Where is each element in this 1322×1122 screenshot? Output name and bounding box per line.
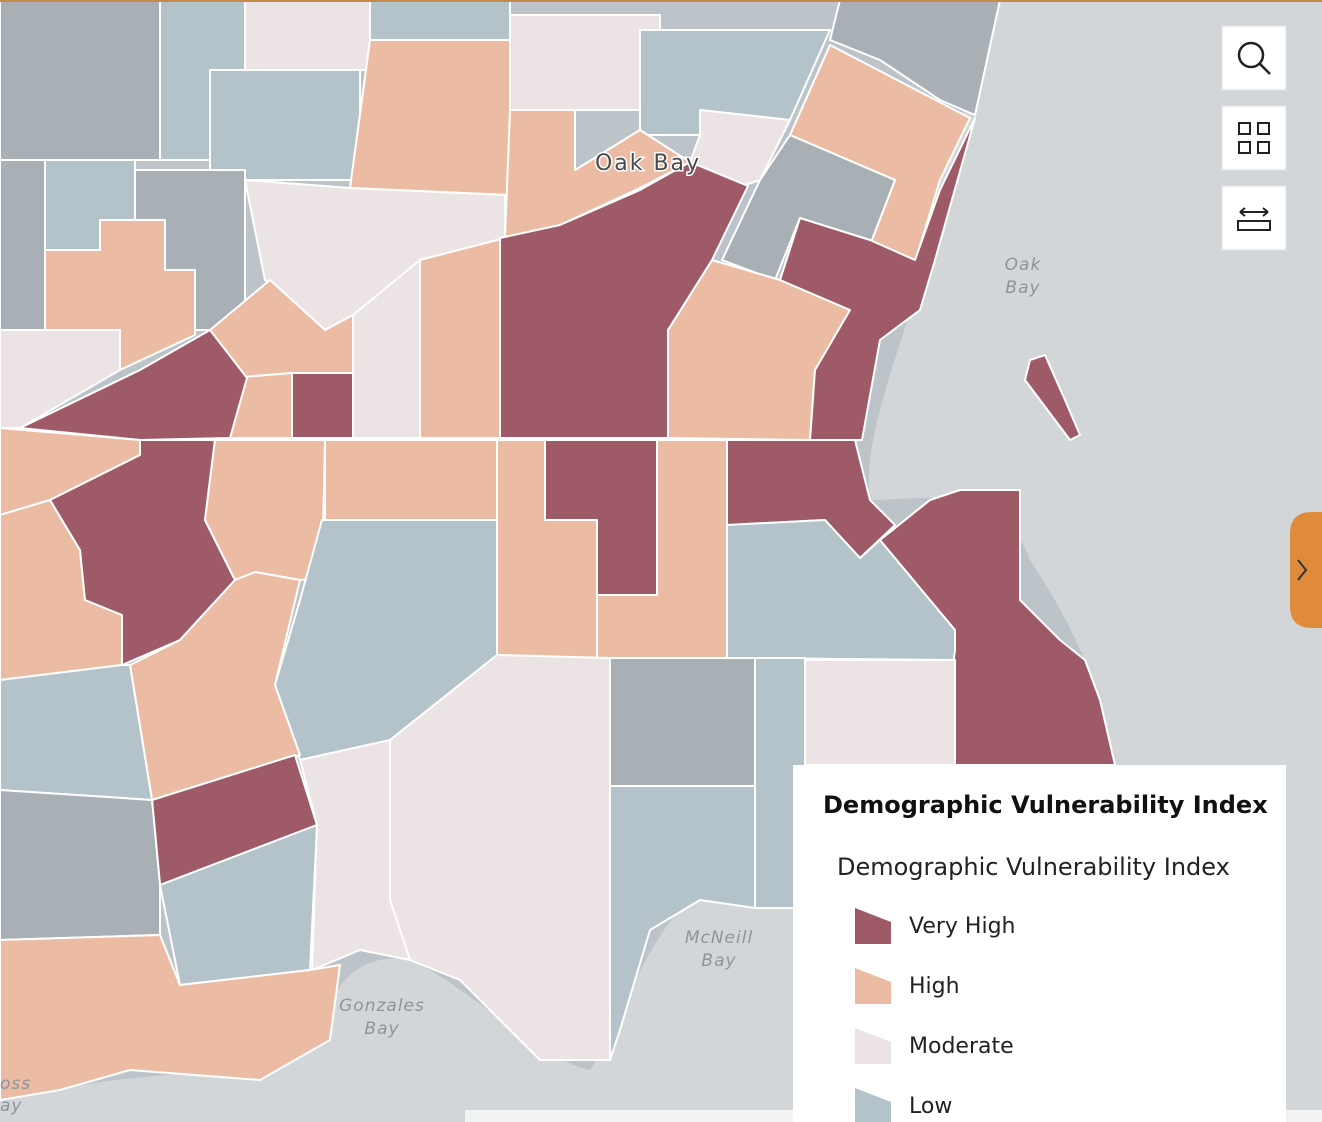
legend: Demographic Vulnerability Index Demograp…: [793, 765, 1286, 1122]
region: [209, 69, 361, 181]
region: [299, 739, 411, 971]
icon: [1259, 63, 1271, 75]
region: [509, 14, 661, 111]
icon: [1237, 41, 1265, 69]
region: [829, 0, 1001, 116]
water-label: oss: [0, 1074, 31, 1094]
water-label: Oak: [1005, 255, 1042, 275]
region: [0, 159, 46, 331]
legend-label: Moderate: [909, 1034, 1014, 1059]
region: [879, 489, 1116, 766]
search-button[interactable]: [1221, 25, 1287, 91]
icon: [1297, 559, 1308, 581]
water-label: Bay: [364, 1019, 399, 1039]
legend-label: Low: [909, 1094, 952, 1119]
region: [779, 117, 976, 441]
water-label: Gonzales: [339, 996, 425, 1016]
legend-layer: Demographic Vulnerability Index: [837, 853, 1230, 881]
icon: [1237, 220, 1271, 231]
region: [499, 161, 749, 439]
region: [419, 237, 506, 439]
icon: [1239, 207, 1269, 217]
legend-label: High: [909, 974, 960, 999]
region: [721, 134, 896, 281]
legend-label: Very High: [909, 914, 1016, 939]
select-button[interactable]: [1221, 105, 1287, 171]
icon: [1257, 141, 1270, 154]
button[interactable]: [1221, 185, 1287, 251]
icon: [1257, 122, 1270, 135]
water-label: McNeill: [685, 928, 753, 948]
water-label: ay: [0, 1096, 22, 1116]
button[interactable]: [1221, 105, 1287, 171]
legend-swatch: [855, 908, 891, 944]
region: [244, 0, 371, 71]
regions: [0, 0, 1116, 1101]
region: [291, 372, 354, 439]
water-label: Bay: [701, 951, 736, 971]
place-label: Oak Bay: [595, 151, 701, 176]
water-label: Bay: [1005, 278, 1040, 298]
measure-button[interactable]: [1221, 185, 1287, 251]
region: [349, 39, 511, 196]
region: [0, 789, 161, 941]
legend-title: Demographic Vulnerability Index: [823, 791, 1268, 819]
region: [324, 439, 498, 521]
region: [0, 934, 341, 1101]
legend-swatch: [855, 1028, 891, 1064]
icon: [1238, 122, 1251, 135]
region: [609, 785, 756, 1061]
region: [0, 0, 161, 161]
icon: [1238, 141, 1251, 154]
button[interactable]: [1221, 25, 1287, 91]
legend-swatch: [855, 1088, 891, 1122]
region: [804, 659, 956, 766]
island: [1024, 354, 1081, 441]
labels: Oak Bay Oak Bay McNeill Bay Gonzales Bay…: [0, 150, 1042, 1117]
region: [0, 664, 153, 801]
region: [609, 657, 756, 787]
legend-swatch: [855, 968, 891, 1004]
region: [369, 0, 511, 43]
region: [0, 329, 121, 429]
